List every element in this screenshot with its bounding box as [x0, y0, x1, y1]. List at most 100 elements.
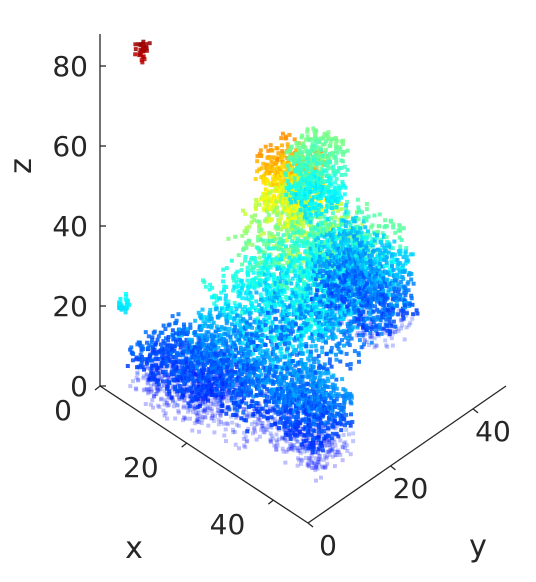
data-point [206, 395, 211, 400]
data-point [223, 345, 228, 349]
data-point [222, 373, 227, 378]
data-point [277, 325, 282, 330]
data-point [259, 306, 264, 311]
data-point [299, 227, 303, 232]
data-point [314, 464, 319, 469]
data-point [144, 42, 149, 47]
data-point [295, 410, 300, 415]
data-point [205, 405, 210, 410]
data-point [139, 361, 144, 366]
data-point [272, 308, 277, 313]
data-point [248, 316, 253, 321]
data-point [192, 406, 197, 411]
data-point [265, 366, 270, 370]
data-point [309, 137, 314, 141]
data-point [220, 389, 224, 394]
data-point [294, 294, 299, 299]
data-point [273, 237, 277, 242]
data-point [197, 379, 202, 384]
data-point [249, 294, 254, 299]
data-point [307, 456, 312, 461]
data-point [224, 285, 229, 289]
data-point [169, 397, 174, 402]
data-point [231, 288, 236, 293]
data-point [183, 389, 188, 394]
data-point [242, 329, 246, 334]
data-point [269, 183, 274, 188]
data-point [275, 443, 280, 448]
data-point [310, 396, 315, 401]
data-point [197, 401, 202, 406]
data-point [280, 224, 285, 229]
data-point [304, 329, 309, 334]
data-point [306, 382, 311, 387]
data-point [277, 382, 282, 387]
data-point [250, 399, 255, 404]
data-point [235, 313, 240, 318]
data-point [313, 277, 318, 282]
data-point [242, 413, 247, 418]
data-point [243, 392, 248, 397]
data-point [273, 304, 278, 309]
data-point [239, 285, 244, 290]
data-point [193, 372, 198, 377]
data-point [317, 414, 322, 418]
data-point [316, 457, 321, 461]
data-point [136, 378, 140, 383]
data-point [288, 428, 293, 433]
data-point [299, 205, 304, 210]
data-point [248, 310, 253, 315]
data-point [239, 347, 244, 352]
data-point [261, 430, 266, 435]
data-point [148, 373, 153, 378]
data-point [257, 167, 262, 172]
data-point [305, 134, 310, 139]
data-point [147, 377, 152, 382]
data-point [293, 245, 298, 250]
data-point [145, 372, 149, 377]
data-point [141, 39, 146, 44]
data-point [299, 418, 304, 423]
data-point [172, 347, 177, 352]
data-point [182, 393, 187, 398]
data-point [312, 144, 317, 148]
data-point [199, 313, 203, 318]
data-point [259, 372, 264, 377]
data-point [230, 350, 234, 355]
data-point [289, 155, 293, 160]
data-point [263, 334, 268, 339]
data-point [310, 387, 315, 392]
data-point [277, 240, 282, 245]
data-point [191, 369, 196, 374]
data-point [308, 187, 313, 192]
data-point [291, 390, 296, 395]
data-point [267, 369, 272, 374]
data-point [244, 401, 249, 406]
data-point [218, 365, 223, 370]
data-point [295, 463, 300, 468]
data-point [224, 391, 229, 396]
data-point [181, 418, 185, 423]
data-point [300, 378, 305, 383]
data-point [319, 382, 324, 387]
data-point [317, 399, 322, 404]
data-point [274, 199, 279, 203]
data-point [250, 351, 255, 356]
data-point [294, 298, 299, 303]
data-point [318, 417, 323, 422]
data-point [300, 458, 305, 463]
data-point [148, 383, 153, 388]
data-point [241, 407, 246, 411]
data-point [259, 393, 263, 398]
data-point [258, 148, 263, 153]
data-point [226, 377, 231, 382]
data-point [140, 344, 145, 349]
data-point [246, 292, 251, 297]
data-point [267, 196, 272, 201]
data-point [168, 343, 173, 348]
data-point [193, 372, 198, 377]
data-point [302, 215, 307, 220]
data-point [161, 339, 166, 344]
data-point [151, 405, 156, 410]
data-point [317, 454, 322, 459]
